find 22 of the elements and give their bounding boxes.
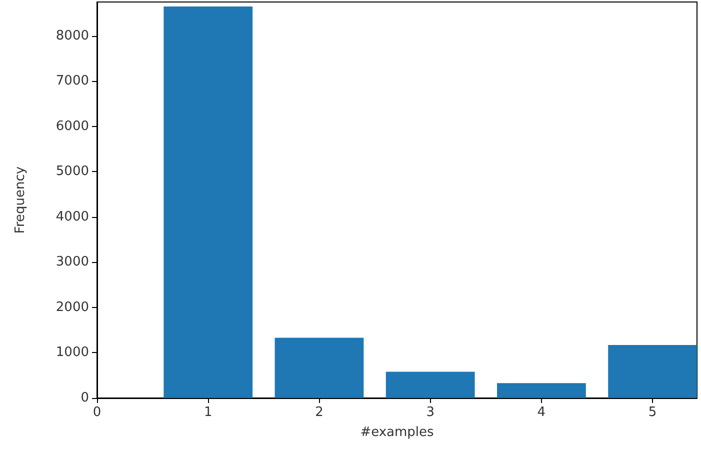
x-tick-label: 0 <box>92 405 102 420</box>
x-axis-title: #examples <box>360 425 434 440</box>
y-tick-label: 6000 <box>56 118 89 134</box>
x-tick-label: 4 <box>537 405 546 420</box>
y-tick-label: 5000 <box>56 164 89 180</box>
bar <box>274 338 364 398</box>
y-tick-label: 2000 <box>56 300 89 315</box>
x-tick-label: 5 <box>648 405 657 420</box>
y-tick-label: 4000 <box>56 209 89 224</box>
bar <box>164 6 253 398</box>
x-tick-label: 3 <box>426 405 434 420</box>
y-tick-label: 8000 <box>56 28 89 44</box>
x-tick-label: 1 <box>204 405 212 420</box>
x-tick-label: 2 <box>315 405 324 420</box>
bar <box>386 372 475 398</box>
y-tick-label: 0 <box>80 390 89 406</box>
y-axis-title: Frequency <box>13 166 28 234</box>
bar <box>497 383 586 398</box>
y-tick-label: 7000 <box>56 74 89 89</box>
y-tick-label: 1000 <box>56 345 89 360</box>
y-tick-label: 3000 <box>56 254 89 270</box>
bar <box>608 345 697 398</box>
